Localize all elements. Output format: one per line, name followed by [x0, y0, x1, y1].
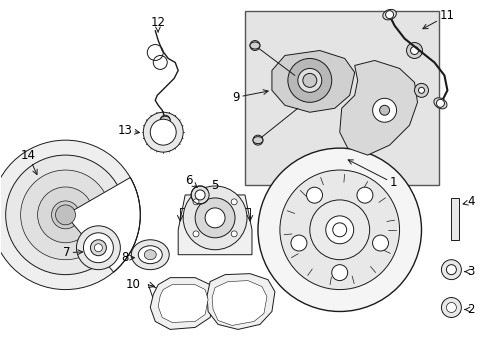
Polygon shape	[207, 274, 274, 329]
Circle shape	[231, 199, 237, 205]
Text: 9: 9	[232, 90, 267, 104]
Ellipse shape	[138, 246, 162, 264]
Circle shape	[418, 87, 424, 93]
Polygon shape	[150, 278, 215, 329]
Circle shape	[332, 223, 346, 237]
Text: 7: 7	[63, 246, 82, 259]
Circle shape	[379, 105, 389, 115]
Circle shape	[372, 235, 387, 251]
Circle shape	[331, 265, 347, 280]
Circle shape	[290, 235, 306, 251]
Circle shape	[297, 68, 321, 92]
Circle shape	[195, 190, 204, 200]
Circle shape	[252, 135, 263, 145]
Circle shape	[150, 119, 176, 145]
Circle shape	[0, 140, 140, 289]
Circle shape	[446, 265, 455, 275]
Text: 4: 4	[462, 195, 474, 208]
Circle shape	[356, 187, 372, 203]
Circle shape	[56, 205, 75, 225]
Circle shape	[406, 42, 422, 58]
Bar	[244, 11, 439, 185]
Circle shape	[143, 112, 183, 152]
Circle shape	[183, 186, 246, 250]
Circle shape	[441, 298, 461, 318]
Polygon shape	[212, 280, 266, 325]
Polygon shape	[339, 60, 417, 155]
Text: 2: 2	[464, 303, 474, 316]
Circle shape	[51, 201, 80, 229]
Ellipse shape	[433, 98, 446, 109]
Polygon shape	[158, 285, 208, 323]
Circle shape	[204, 208, 224, 228]
Text: 6: 6	[184, 174, 197, 188]
Circle shape	[436, 99, 444, 107]
Polygon shape	[271, 50, 354, 112]
Circle shape	[302, 73, 316, 87]
Text: 11: 11	[422, 9, 453, 29]
Circle shape	[385, 11, 393, 19]
Circle shape	[306, 187, 322, 203]
Text: 8: 8	[121, 251, 134, 264]
Circle shape	[372, 98, 396, 122]
Ellipse shape	[144, 250, 156, 260]
Circle shape	[193, 199, 199, 205]
Text: 10: 10	[125, 278, 141, 291]
Circle shape	[446, 302, 455, 312]
Circle shape	[287, 58, 331, 102]
Circle shape	[279, 170, 399, 289]
Circle shape	[414, 84, 427, 97]
Ellipse shape	[249, 42, 260, 49]
Wedge shape	[65, 177, 140, 272]
Circle shape	[441, 260, 461, 280]
Circle shape	[76, 226, 120, 270]
Circle shape	[195, 198, 235, 238]
Ellipse shape	[382, 9, 396, 20]
Text: 14: 14	[20, 149, 37, 175]
Text: 1: 1	[347, 160, 396, 189]
Circle shape	[325, 216, 353, 244]
Circle shape	[160, 115, 170, 125]
Ellipse shape	[252, 137, 263, 144]
Circle shape	[410, 46, 418, 54]
Circle shape	[94, 244, 102, 252]
Circle shape	[20, 170, 110, 260]
Ellipse shape	[131, 240, 169, 270]
Circle shape	[249, 41, 260, 50]
Text: 12: 12	[150, 16, 165, 32]
Circle shape	[309, 200, 369, 260]
Ellipse shape	[160, 116, 170, 124]
Circle shape	[191, 186, 209, 204]
Circle shape	[193, 231, 199, 237]
Circle shape	[231, 231, 237, 237]
Bar	[450, 198, 458, 240]
Text: 5: 5	[211, 180, 218, 193]
Text: 13: 13	[117, 124, 139, 137]
Circle shape	[90, 240, 106, 256]
Circle shape	[38, 187, 93, 243]
Circle shape	[258, 148, 421, 311]
Circle shape	[6, 155, 125, 275]
Polygon shape	[178, 195, 251, 255]
Text: 3: 3	[464, 265, 474, 278]
Circle shape	[83, 233, 113, 263]
